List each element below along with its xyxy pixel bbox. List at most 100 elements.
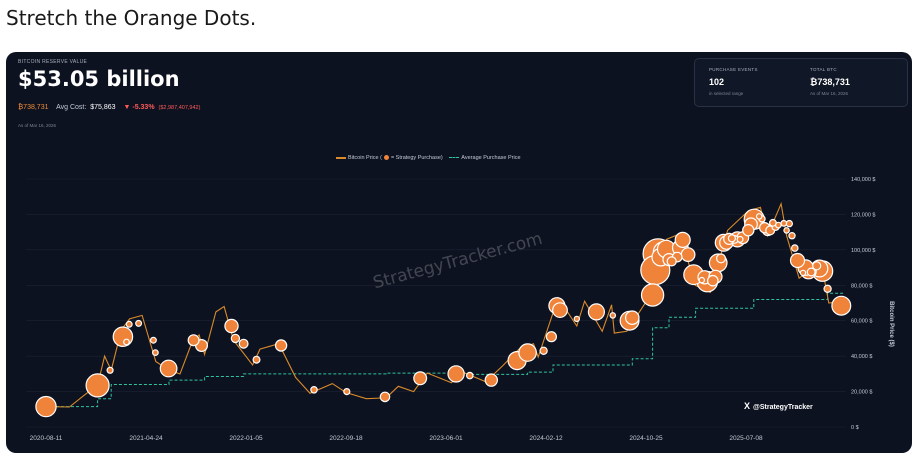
purchase-dot-swatch xyxy=(383,155,389,161)
purchase-dot xyxy=(799,269,807,277)
y-tick-label: 0 $ xyxy=(851,425,859,431)
purchase-dot xyxy=(736,235,744,243)
purchase-dot xyxy=(789,252,806,269)
purchase-events-label: PURCHASE EVENTS xyxy=(709,67,758,72)
purchase-dot xyxy=(252,355,261,364)
purchase-dot xyxy=(674,231,691,248)
purchase-dot xyxy=(413,371,428,386)
reserve-value-label: BITCOIN RESERVE VALUE xyxy=(18,59,88,65)
purchase-events-sub: in selected range xyxy=(709,91,744,96)
purchase-dot xyxy=(125,320,133,328)
y-axis-title: Bitcoin Price ($) xyxy=(888,301,894,347)
x-logo-icon: X xyxy=(744,401,751,411)
purchase-dot xyxy=(545,331,558,343)
purchase-dot xyxy=(573,315,581,323)
purchase-dot xyxy=(587,303,606,321)
purchase-dot xyxy=(706,274,719,287)
avg-cost-value: $75,863 xyxy=(90,104,116,111)
legend-item-average: Average Purchase Price xyxy=(449,155,521,161)
purchase-dot xyxy=(85,373,110,398)
purchase-dot xyxy=(135,319,143,327)
as-of-date: As of Mar 16, 2026 xyxy=(18,123,57,128)
x-tick-label: 2024-02-12 xyxy=(529,435,563,442)
x-tick-label: 2022-01-05 xyxy=(229,435,263,442)
purchase-dot xyxy=(149,336,157,344)
total-btc-sub: As of Mar 16, 2026 xyxy=(810,91,849,96)
y-tick-label: 100,000 $ xyxy=(851,248,875,254)
purchase-dot xyxy=(106,366,114,374)
legend-average-label: Average Purchase Price xyxy=(461,155,521,161)
purchase-dot xyxy=(310,385,318,394)
purchase-dot xyxy=(552,302,568,319)
legend-purchase-label: = Strategy Purchase) xyxy=(390,155,443,161)
y-tick-label: 40,000 $ xyxy=(851,354,872,360)
legend-price-label: Bitcoin Price ( xyxy=(348,155,382,161)
purchase-dot xyxy=(742,223,755,237)
purchase-dot xyxy=(112,326,134,347)
average-line-swatch xyxy=(449,157,460,159)
purchase-dot xyxy=(343,388,351,396)
purchase-dot xyxy=(727,234,737,243)
x-tick-label: 2021-04-24 xyxy=(129,435,163,442)
x-tick-label: 2023-06-01 xyxy=(429,435,463,442)
legend-item-price: Bitcoin Price ( = Strategy Purchase) xyxy=(336,155,444,161)
purchase-dot xyxy=(715,253,726,264)
purchase-dot xyxy=(680,247,696,263)
purchase-dot xyxy=(379,391,391,403)
total-btc-label: TOTAL BTC xyxy=(810,67,837,72)
x-axis-ticks: 2020-08-11 2021-04-24 2022-01-05 2022-09-18… xyxy=(30,435,763,442)
purchase-dot xyxy=(224,318,239,334)
price-chart: 0 $ 20,000 $ 40,000 $ 60,000 $ 80,000 $ 100,0… xyxy=(26,177,894,442)
purchase-dot xyxy=(484,373,498,387)
purchase-dot xyxy=(609,312,617,319)
average-purchase-price-line xyxy=(46,292,845,408)
purchase-dot xyxy=(238,338,249,349)
x-tick-label: 2020-08-11 xyxy=(30,435,63,442)
total-btc-value: ₿738,731 xyxy=(810,77,850,87)
handle-text: @StrategyTracker xyxy=(753,404,813,411)
x-tick-label: 2022-09-18 xyxy=(329,435,363,442)
purchase-dot xyxy=(465,371,474,380)
purchase-dot xyxy=(780,219,788,227)
purchase-dot xyxy=(624,310,640,325)
purchase-dots xyxy=(35,208,852,418)
chart-legend: Bitcoin Price ( = Strategy Purchase) Aver… xyxy=(336,155,526,161)
purchase-dot xyxy=(274,339,288,352)
purchase-dot xyxy=(831,295,852,316)
y-tick-label: 60,000 $ xyxy=(851,319,872,325)
purchase-dot xyxy=(447,365,465,383)
purchase-dot xyxy=(783,227,790,234)
holdings-stats-row: ₿738,731 Avg Cost: $75,863 ▼ -5.33% ($2,… xyxy=(18,104,206,111)
purchase-dot xyxy=(159,359,178,378)
y-tick-label: 140,000 $ xyxy=(851,177,875,183)
purchase-dot xyxy=(539,346,548,355)
y-axis-ticks: 0 $ 20,000 $ 40,000 $ 60,000 $ 80,000 $ 100,0… xyxy=(851,177,875,431)
purchase-dot xyxy=(151,349,159,357)
purchase-dot xyxy=(755,213,763,220)
purchase-events-value: 102 xyxy=(709,77,725,87)
purchase-dot xyxy=(666,256,677,267)
stat-box: PURCHASE EVENTS 102 in selected range TO… xyxy=(694,58,908,107)
x-tick-label: 2025-07-08 xyxy=(729,435,763,442)
twitter-handle: X @StrategyTracker xyxy=(744,401,813,411)
y-tick-label: 120,000 $ xyxy=(851,212,875,218)
x-tick-label: 2024-10-25 xyxy=(629,435,663,442)
change-percent: ▼ -5.33% xyxy=(123,104,155,111)
purchase-dot xyxy=(230,333,241,344)
chart-card: BITCOIN RESERVE VALUE $53.05 billion ₿73… xyxy=(6,52,912,453)
price-line-swatch xyxy=(336,156,346,159)
change-absolute: ($2,987,407,942) xyxy=(158,105,201,111)
avg-cost-label: Avg Cost: xyxy=(56,104,87,111)
purchase-dot xyxy=(788,231,796,240)
btc-holdings: ₿738,731 xyxy=(18,104,49,111)
purchase-dot xyxy=(123,338,130,346)
y-tick-label: 80,000 $ xyxy=(851,283,872,289)
purchase-dot xyxy=(187,334,200,347)
purchase-dot xyxy=(518,343,537,362)
purchase-dot xyxy=(640,283,665,307)
purchase-dot xyxy=(812,261,822,271)
purchase-dot xyxy=(698,276,706,284)
purchase-dot xyxy=(806,267,816,277)
post-title: Stretch the Orange Dots. xyxy=(6,6,257,30)
purchase-dot xyxy=(35,395,57,418)
